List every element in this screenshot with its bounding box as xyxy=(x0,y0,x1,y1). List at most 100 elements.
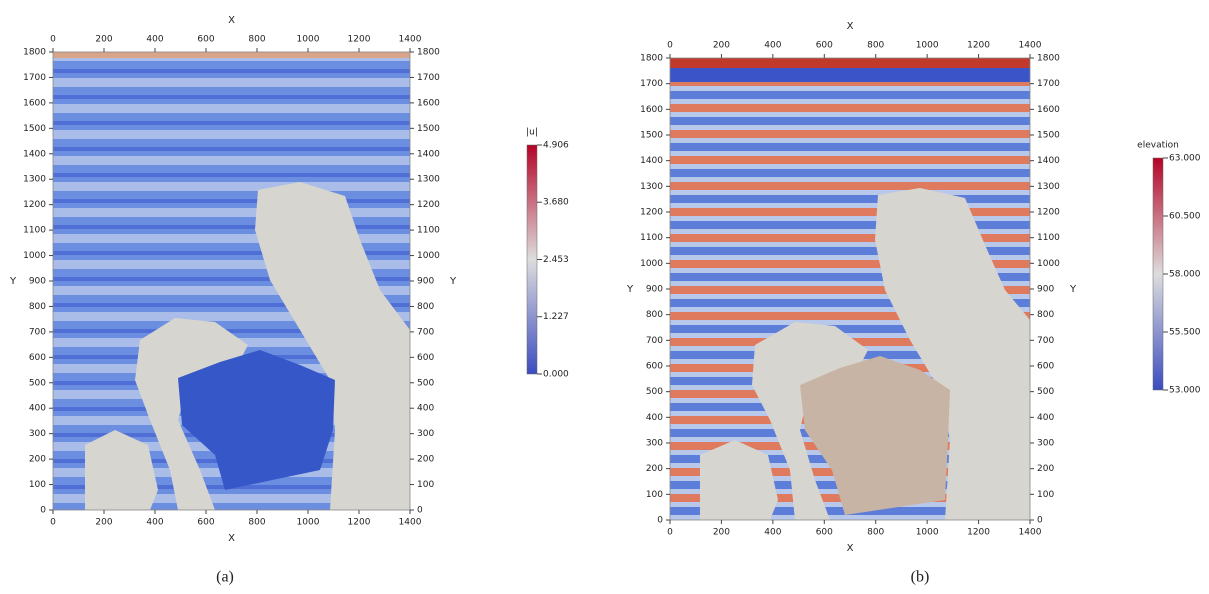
x-tick-label: 1000 xyxy=(916,41,939,51)
x-tick-label: 1000 xyxy=(916,528,939,538)
field-a xyxy=(52,51,411,511)
x-tick-label: 200 xyxy=(95,518,112,528)
y-tick-label: 1200 xyxy=(417,200,440,210)
x-tick-label: 1400 xyxy=(399,518,422,528)
y-tick-label: 100 xyxy=(1037,490,1054,500)
y-tick-label: 0 xyxy=(40,506,46,516)
x-tick-label: 1200 xyxy=(348,518,371,528)
x-axis-label: X xyxy=(228,533,235,544)
y-tick-label: 100 xyxy=(417,480,434,490)
x-tick-label: 1200 xyxy=(967,528,990,538)
y-tick-label: 400 xyxy=(1037,413,1054,423)
y-tick-label: 1500 xyxy=(23,124,46,134)
y-tick-label: 400 xyxy=(646,413,663,423)
y-tick-label: 1300 xyxy=(417,175,440,185)
y-tick-label: 900 xyxy=(1037,285,1054,295)
y-tick-label: 700 xyxy=(646,336,663,346)
x-tick-label: 800 xyxy=(867,528,884,538)
y-tick-label: 1800 xyxy=(417,48,440,58)
x-tick-label: 0 xyxy=(50,518,56,528)
x-tick-label: 600 xyxy=(197,518,214,528)
y-tick-label: 800 xyxy=(1037,310,1054,320)
y-tick-label: 1100 xyxy=(1037,233,1060,243)
x-tick-label: 400 xyxy=(764,528,781,538)
y-tick-label: 600 xyxy=(29,353,46,363)
colorbar-tick-label: 53.000 xyxy=(1169,386,1201,396)
y-tick-label: 500 xyxy=(29,378,46,388)
y-tick-label: 1400 xyxy=(1037,156,1060,166)
x-axis-label: X xyxy=(847,21,854,32)
y-tick-label: 500 xyxy=(646,387,663,397)
x-tick-label: 0 xyxy=(50,35,56,45)
y-tick-label: 1200 xyxy=(640,208,663,218)
y-tick-label: 1300 xyxy=(1037,182,1060,192)
y-tick-label: 1500 xyxy=(1037,131,1060,141)
y-tick-label: 0 xyxy=(417,506,423,516)
colorbar xyxy=(1152,157,1164,391)
x-tick-label: 1400 xyxy=(399,35,422,45)
x-tick-label: 800 xyxy=(248,35,265,45)
colorbar-tick-label: 63.000 xyxy=(1169,154,1201,164)
x-axis-label: X xyxy=(228,15,235,26)
y-tick-label: 1400 xyxy=(417,149,440,159)
y-tick-label: 1700 xyxy=(23,73,46,83)
y-tick-label: 1700 xyxy=(417,73,440,83)
x-tick-label: 400 xyxy=(146,518,163,528)
y-tick-label: 1000 xyxy=(640,259,663,269)
colorbar-tick-label: 4.906 xyxy=(543,141,569,151)
y-axis-label: Y xyxy=(449,276,457,287)
y-tick-label: 1700 xyxy=(1037,79,1060,89)
y-tick-label: 200 xyxy=(1037,464,1054,474)
y-tick-label: 800 xyxy=(29,302,46,312)
y-tick-label: 1600 xyxy=(640,105,663,115)
caption: (b) xyxy=(911,569,930,586)
y-tick-label: 1800 xyxy=(23,48,46,58)
colorbar-tick-label: 55.500 xyxy=(1169,328,1201,338)
y-tick-label: 1700 xyxy=(640,79,663,89)
y-tick-label: 300 xyxy=(417,429,434,439)
y-tick-label: 1500 xyxy=(417,124,440,134)
y-tick-label: 800 xyxy=(417,302,434,312)
y-tick-label: 300 xyxy=(29,429,46,439)
x-tick-label: 800 xyxy=(867,41,884,51)
y-tick-label: 1600 xyxy=(1037,105,1060,115)
y-tick-label: 1400 xyxy=(640,156,663,166)
x-tick-label: 200 xyxy=(95,35,112,45)
x-tick-label: 600 xyxy=(816,41,833,51)
y-tick-label: 100 xyxy=(29,480,46,490)
x-tick-label: 0 xyxy=(667,41,673,51)
y-tick-label: 600 xyxy=(646,362,663,372)
y-tick-label: 1800 xyxy=(1037,54,1060,64)
colorbar-tick-label: 2.453 xyxy=(543,255,569,265)
colorbar-tick-label: 0.000 xyxy=(543,370,569,380)
y-tick-label: 900 xyxy=(417,277,434,287)
y-tick-label: 1100 xyxy=(23,226,46,236)
y-tick-label: 0 xyxy=(657,516,663,526)
x-tick-label: 400 xyxy=(764,41,781,51)
y-tick-label: 700 xyxy=(1037,336,1054,346)
colorbar-title: elevation xyxy=(1137,141,1179,151)
y-tick-label: 1100 xyxy=(417,226,440,236)
y-tick-label: 200 xyxy=(417,455,434,465)
y-tick-label: 0 xyxy=(1037,516,1043,526)
colorbar-tick-label: 58.000 xyxy=(1169,270,1201,280)
y-tick-label: 1800 xyxy=(640,54,663,64)
colorbar-tick-label: 1.227 xyxy=(543,312,569,322)
x-axis-label: X xyxy=(847,543,854,554)
y-tick-label: 1600 xyxy=(417,98,440,108)
x-tick-label: 1000 xyxy=(297,518,320,528)
y-tick-label: 1200 xyxy=(23,200,46,210)
y-tick-label: 300 xyxy=(1037,439,1054,449)
x-tick-label: 1000 xyxy=(297,35,320,45)
x-tick-label: 800 xyxy=(248,518,265,528)
caption: (a) xyxy=(216,569,234,586)
y-tick-label: 1400 xyxy=(23,149,46,159)
y-tick-label: 1200 xyxy=(1037,208,1060,218)
x-tick-label: 200 xyxy=(713,41,730,51)
y-axis-label: Y xyxy=(1069,284,1077,295)
y-tick-label: 500 xyxy=(417,378,434,388)
y-tick-label: 100 xyxy=(646,490,663,500)
y-tick-label: 1100 xyxy=(640,233,663,243)
y-tick-label: 1000 xyxy=(417,251,440,261)
